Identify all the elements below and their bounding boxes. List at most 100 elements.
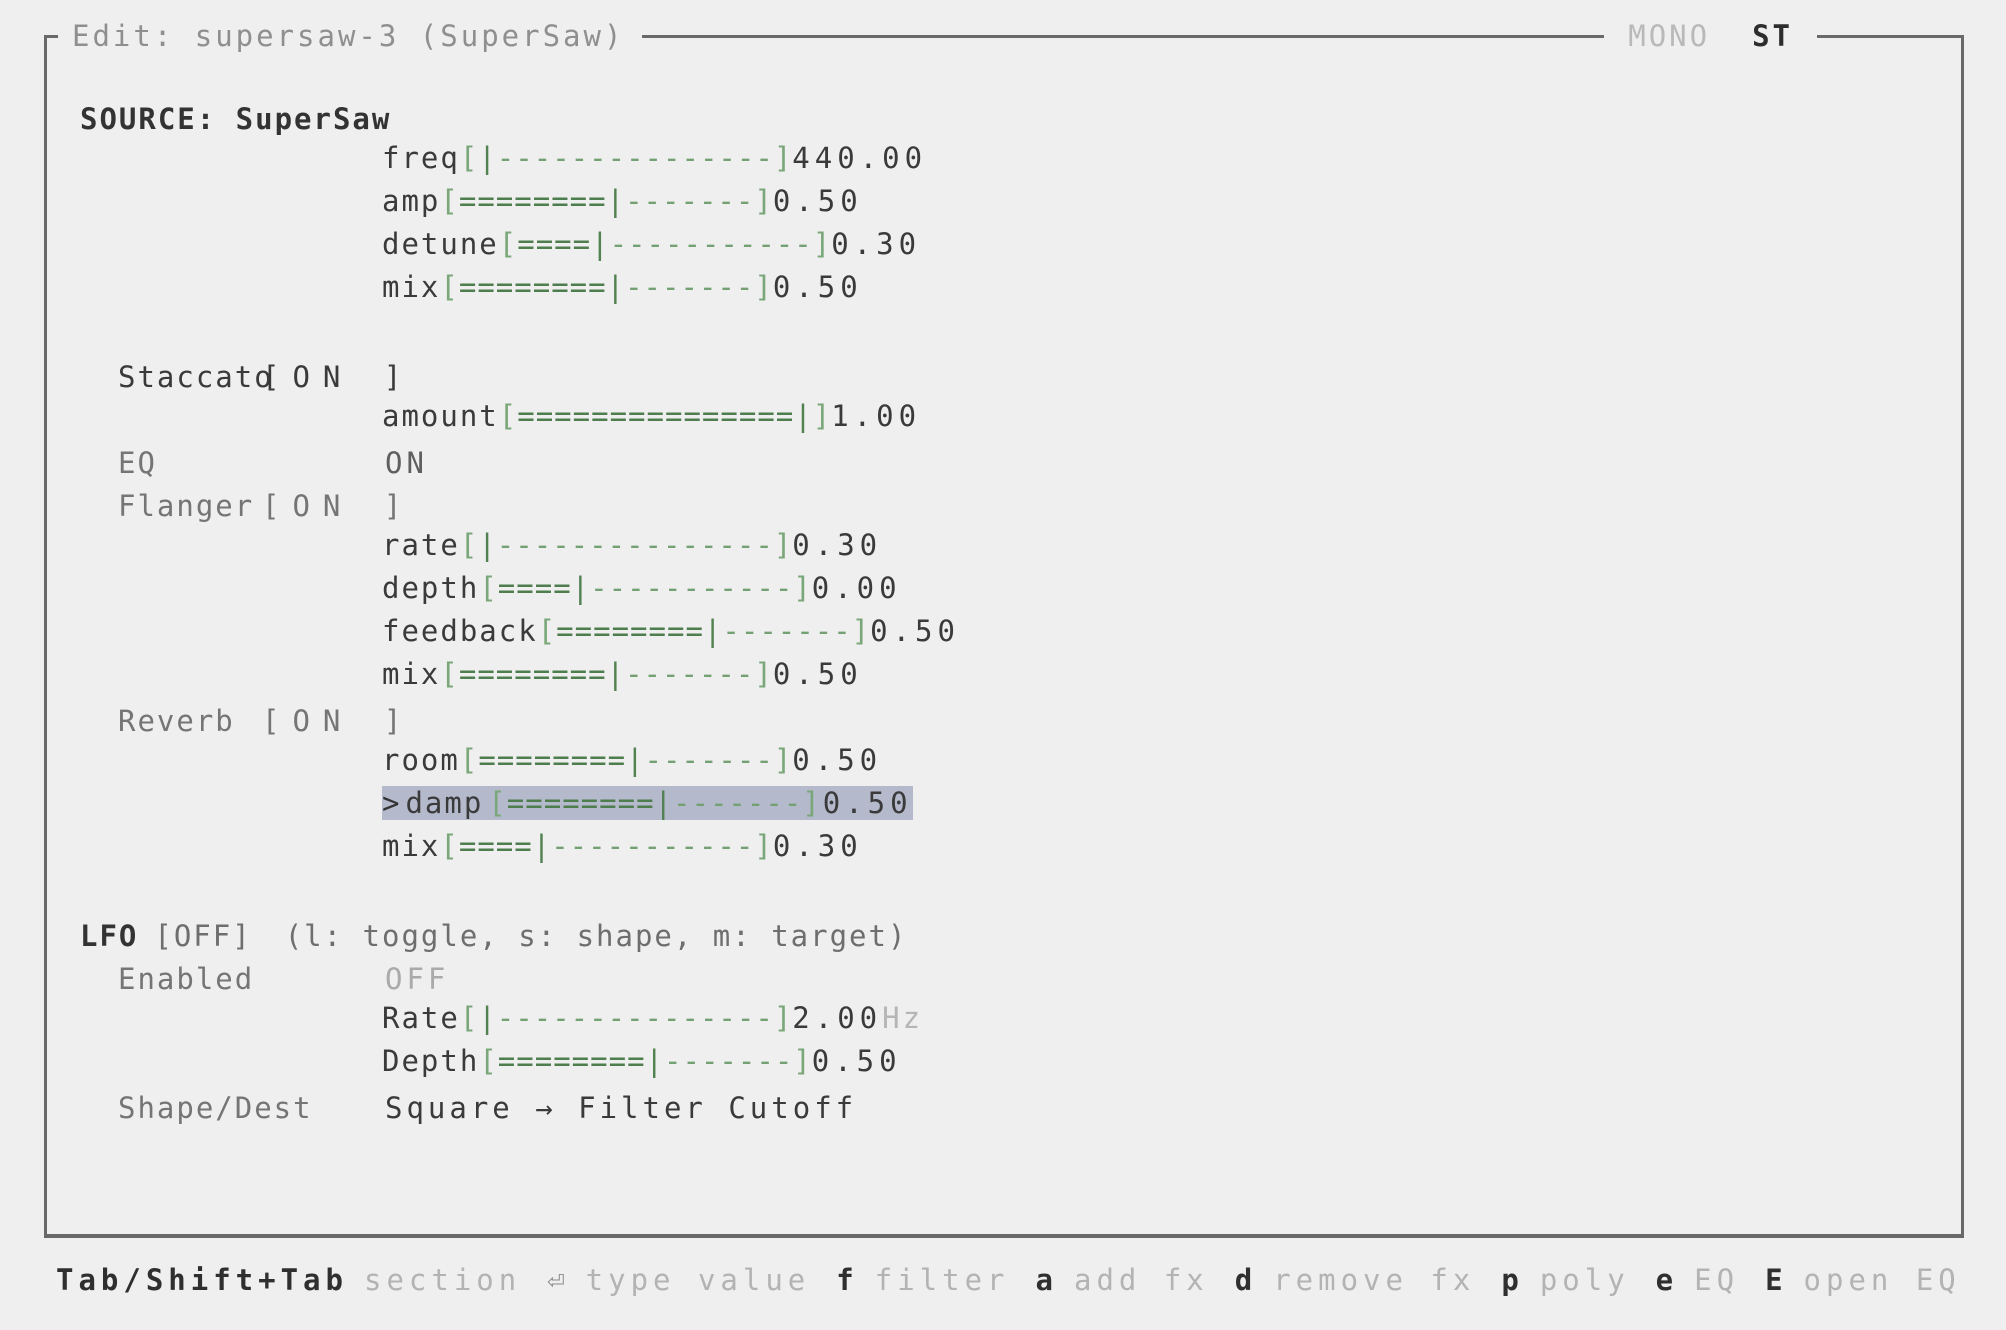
slider-segment: - (717, 657, 736, 691)
param-slider[interactable]: [|---------------] (460, 1001, 792, 1035)
row-damp: > damp [========|-------]0.50 (382, 786, 2006, 829)
row-amount: amount[===============|]1.00 (382, 399, 2006, 442)
toggle-value[interactable]: [ON ] (262, 489, 415, 523)
slider-segment: = (506, 786, 526, 820)
slider-segment: - (717, 829, 736, 863)
slider-segment: - (698, 829, 718, 863)
param-slider[interactable]: [========|-------] (440, 270, 772, 304)
slider-segment: - (552, 528, 571, 562)
param-slider[interactable]: [|---------------] (460, 528, 792, 562)
slider-segment: = (720, 399, 739, 433)
slider-open-bracket: [ (459, 528, 479, 562)
slider-segment: - (680, 657, 699, 691)
param-value[interactable]: 440.00 (792, 141, 928, 175)
slider-segment: - (625, 657, 644, 691)
slider-segment: = (458, 184, 478, 218)
top-border-line-end (1817, 34, 1964, 38)
shortcut-description: filter (874, 1263, 1010, 1297)
slider-segment: = (554, 227, 573, 261)
param-value[interactable]: OFF (385, 962, 450, 996)
status-bar: Tab/Shift+Tab section ⏎ type value f filter a a… (56, 1258, 1987, 1302)
slider-segment: = (701, 399, 721, 433)
param-value[interactable]: ON (385, 446, 428, 480)
param-value[interactable]: 0.00 (811, 571, 902, 605)
slider-segment: - (626, 1001, 645, 1035)
slider-segment: - (533, 141, 553, 175)
param-slider[interactable]: [========|-------] (460, 743, 792, 777)
slider-segment: = (495, 657, 515, 691)
slider-segment: - (533, 528, 553, 562)
editor-panel: SOURCE: SuperSaw freq[|---------------]44… (44, 36, 1964, 1238)
param-label: rate (382, 528, 460, 562)
param-label: Depth (382, 1044, 480, 1078)
param-slider[interactable]: [========|-------] (479, 1044, 811, 1078)
slider-segment: - (794, 227, 813, 261)
param-value[interactable]: 0.50 (792, 743, 883, 777)
slider-segment: = (588, 184, 607, 218)
slider-segment: = (495, 829, 515, 863)
slider-open-bracket: [ (440, 184, 459, 218)
slider-segment: = (534, 571, 554, 605)
param-slider[interactable]: [====|-----------] (499, 227, 831, 261)
param-value[interactable]: Square → Filter Cutoff (385, 1091, 858, 1125)
slider-open-bracket: [ (498, 399, 518, 433)
param-value[interactable]: 0.50 (811, 1044, 902, 1078)
param-value[interactable]: 0.50 (820, 786, 913, 820)
param-value[interactable]: 0.50 (772, 184, 863, 218)
slider-segment: - (515, 1001, 534, 1035)
slider-segment: | (626, 743, 645, 777)
param-slider[interactable]: [====|-----------] (440, 829, 772, 863)
slider-segment: = (553, 571, 572, 605)
slider-segment: - (740, 614, 760, 648)
slider-segment: = (514, 270, 533, 304)
slider-segment: - (701, 227, 721, 261)
param-value[interactable]: 0.50 (772, 270, 863, 304)
param-slider[interactable]: [========|-------] (538, 614, 870, 648)
slider-segment: = (588, 657, 607, 691)
param-value[interactable]: 0.30 (831, 227, 922, 261)
param-slider[interactable]: [|---------------] (460, 141, 792, 175)
param-label: detune (382, 227, 499, 261)
param-value[interactable]: 2.00 (792, 1001, 883, 1035)
slider-segment: - (625, 829, 644, 863)
slider-segment: - (643, 184, 663, 218)
toggle-value[interactable]: [ON ] (262, 360, 415, 394)
slider-segment: | (645, 1044, 664, 1078)
param-slider[interactable]: [====|-----------] (479, 571, 811, 605)
param-value[interactable]: 0.50 (870, 614, 960, 648)
param-slider[interactable]: [===============|] (499, 399, 831, 433)
slider-segment: - (607, 1001, 627, 1035)
param-value[interactable]: 0.50 (772, 657, 863, 691)
param-slider[interactable]: [========|-------] (483, 786, 821, 820)
param-label: Flanger (118, 489, 255, 523)
slider-open-bracket: [ (479, 571, 498, 605)
slider-segment: = (478, 743, 497, 777)
shortcut-description: type value (585, 1263, 811, 1297)
param-value[interactable]: 0.30 (792, 528, 883, 562)
param-value[interactable]: 1.00 (831, 399, 922, 433)
lfo-state-badge[interactable]: [OFF] (154, 919, 252, 953)
slider-segment: = (532, 270, 552, 304)
slider-segment: - (664, 571, 683, 605)
slider-segment: - (681, 528, 700, 562)
slider-segment: = (571, 1044, 591, 1078)
shortcut-description: section (363, 1263, 522, 1297)
slider-segment: = (646, 399, 665, 433)
param-label: amount (382, 399, 499, 433)
slider-segment: - (569, 829, 589, 863)
slider-segment: = (574, 614, 594, 648)
slider-segment: = (588, 270, 607, 304)
param-slider[interactable]: [========|-------] (440, 657, 772, 691)
slider-segment: - (833, 614, 852, 648)
slider-segment: - (663, 743, 682, 777)
slider-segment: = (497, 571, 517, 605)
slider-segment: - (533, 1001, 553, 1035)
toggle-value[interactable]: [ON ] (262, 704, 415, 738)
param-label: amp (382, 184, 441, 218)
slider-segment: - (775, 227, 795, 261)
param-slider[interactable]: [========|-------] (440, 184, 772, 218)
slider-segment: = (591, 399, 610, 433)
param-value[interactable]: 0.30 (772, 829, 863, 863)
slider-segment: - (680, 270, 699, 304)
slider-segment: - (738, 227, 758, 261)
